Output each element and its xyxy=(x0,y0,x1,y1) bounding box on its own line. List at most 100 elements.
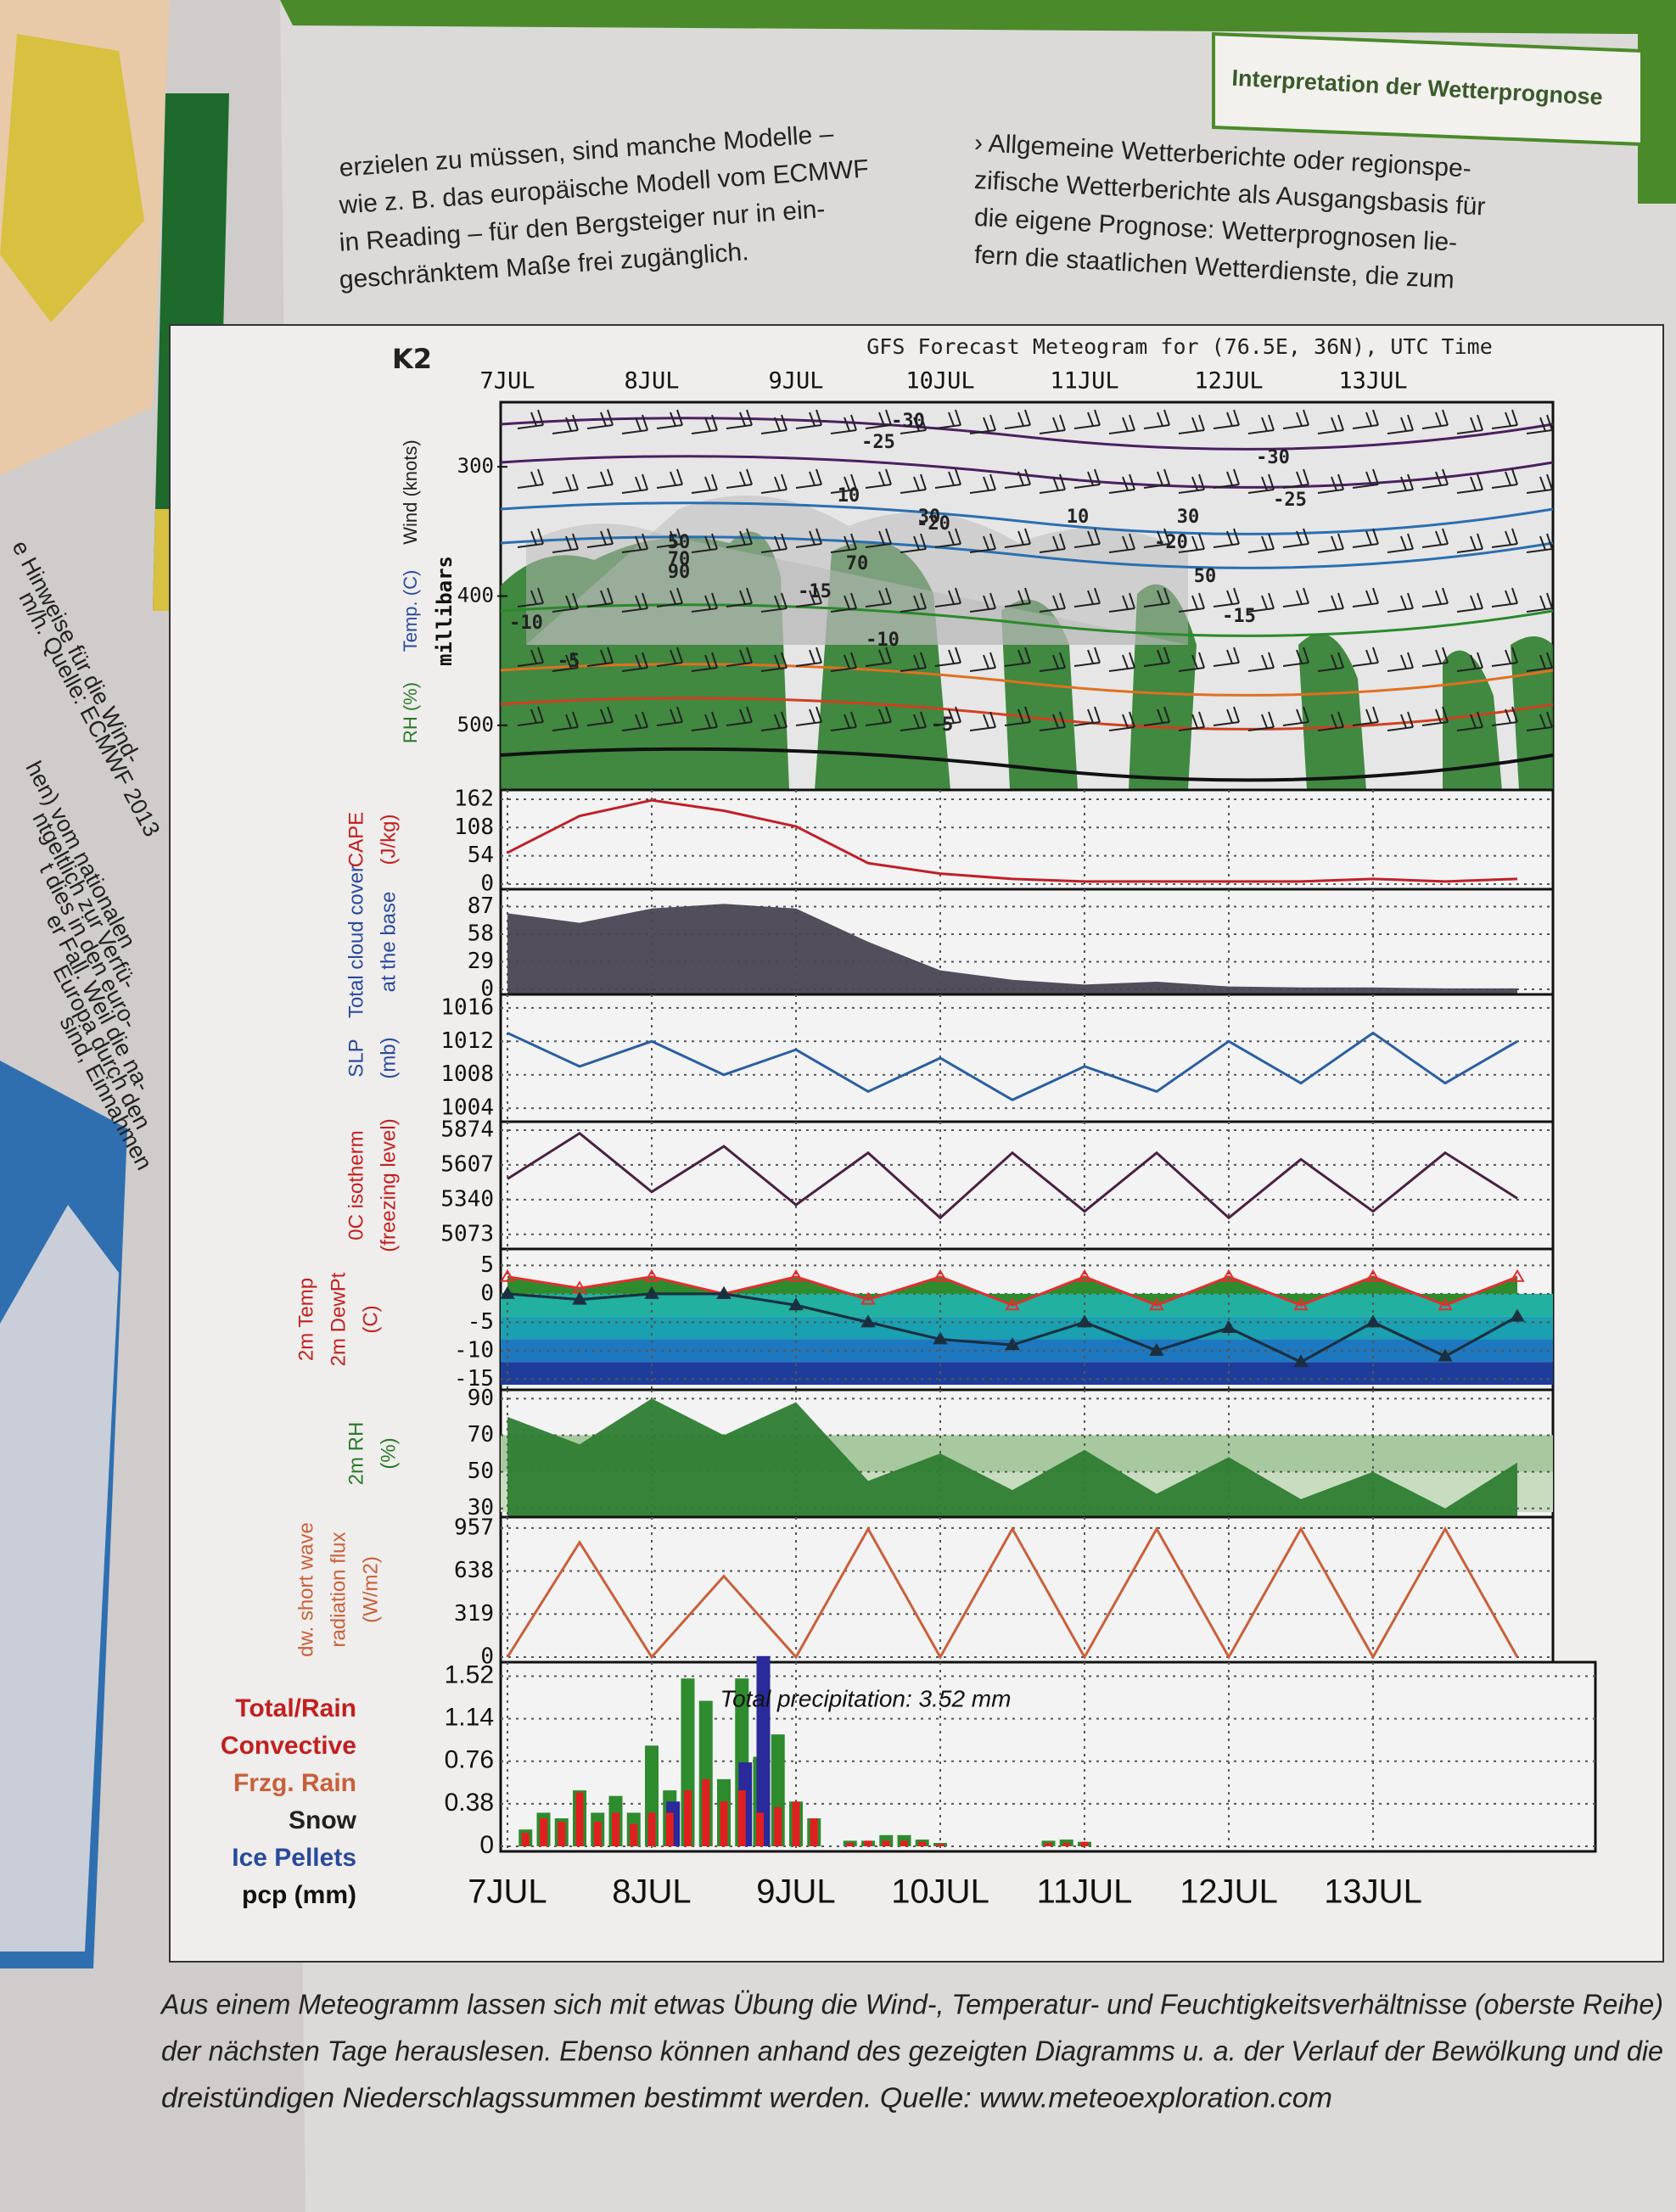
panel-label: (mb) xyxy=(377,1037,400,1078)
precip-bar xyxy=(521,1833,530,1846)
y-tick-label: 70 xyxy=(468,1422,494,1448)
wind-barb xyxy=(1456,473,1483,494)
y-tick-label: 0 xyxy=(480,871,494,897)
contour-label: -15 xyxy=(1222,606,1256,627)
wind-barb xyxy=(900,652,927,672)
y-tick-label: -10 xyxy=(454,1337,494,1363)
wind-barb xyxy=(1352,409,1379,429)
wind-barb xyxy=(1004,409,1031,429)
wind-barb xyxy=(691,533,718,553)
precip-legend: Snow xyxy=(289,1806,357,1834)
wind-barb xyxy=(1213,409,1240,429)
wind-barb xyxy=(830,711,857,731)
wind-barb xyxy=(1526,652,1553,672)
line xyxy=(506,1526,1519,1660)
marker xyxy=(644,1285,659,1299)
wind-barb xyxy=(1317,652,1344,672)
wind-barb xyxy=(552,473,579,494)
wind-barb xyxy=(656,587,683,608)
wind-barb xyxy=(830,592,857,613)
contour-label: -15 xyxy=(798,581,832,602)
panel-label: radiation flux xyxy=(327,1532,350,1647)
left-map-yellow xyxy=(0,34,144,322)
marker xyxy=(1293,1354,1309,1368)
y-tick-label: 5874 xyxy=(440,1117,494,1142)
wind-barb xyxy=(726,468,753,489)
marker xyxy=(572,1291,587,1305)
wind-barb xyxy=(1282,587,1309,608)
date-label-top: 11JUL xyxy=(1050,368,1118,395)
precip-legend: Frzg. Rain xyxy=(233,1769,356,1797)
contour-label: 50 xyxy=(1194,566,1217,587)
wind-barb xyxy=(865,647,892,667)
marker xyxy=(1149,1297,1164,1311)
wind-barb xyxy=(517,409,544,429)
contour-label: 50 xyxy=(668,532,691,553)
precip-bar xyxy=(792,1801,800,1846)
marker xyxy=(1510,1308,1525,1322)
wind-barb xyxy=(1073,647,1101,667)
contour-label: 70 xyxy=(846,553,869,574)
wind-barb xyxy=(1108,533,1135,553)
precip-bar xyxy=(1062,1843,1071,1846)
contour-label: 90 xyxy=(668,562,691,583)
wind-barb xyxy=(1108,473,1135,494)
wind-barb xyxy=(1004,528,1031,548)
wind-barb xyxy=(1143,706,1170,726)
y-tick-label: 5 xyxy=(480,1252,494,1278)
precip-bar xyxy=(647,1812,656,1846)
wind-barb xyxy=(1421,587,1449,608)
contour-label: -20 xyxy=(1154,532,1188,553)
temp-band xyxy=(501,1362,1553,1385)
marker xyxy=(1005,1337,1020,1351)
wind-barb xyxy=(1387,592,1414,613)
wind-barb xyxy=(865,409,892,429)
wind-barb xyxy=(1387,711,1414,731)
y-tick-label: 0 xyxy=(480,977,494,1002)
y-tick-label: 58 xyxy=(468,921,494,947)
wind-barb xyxy=(934,587,961,608)
wind-barb xyxy=(900,711,927,731)
precip-bar xyxy=(702,1778,710,1846)
rh-shading xyxy=(1298,633,1366,790)
wind-barb xyxy=(1178,592,1205,613)
upper-label: Temp. (C) xyxy=(400,570,421,652)
wind-barb xyxy=(830,652,857,672)
wind-barb xyxy=(1143,468,1170,489)
marker xyxy=(1438,1348,1453,1362)
wind-barb xyxy=(1317,473,1344,494)
wind-barb xyxy=(1073,528,1101,548)
y-tick-label: 1008 xyxy=(440,1061,494,1087)
marker xyxy=(788,1297,804,1311)
y-tick-label: 1012 xyxy=(440,1028,494,1054)
wind-barb xyxy=(969,473,996,494)
isotherm xyxy=(500,747,1554,782)
y-tick-label: 162 xyxy=(454,786,494,811)
wind-barb xyxy=(1282,409,1309,429)
marker xyxy=(1077,1314,1092,1328)
precip-bar xyxy=(756,1655,771,1846)
wind-barb xyxy=(1143,587,1170,608)
wind-barb xyxy=(586,587,614,608)
wind-barb xyxy=(1247,652,1275,672)
y-tick-label: 1.14 xyxy=(445,1704,494,1732)
precip-legend: Convective xyxy=(221,1732,356,1760)
y-tick-label: 50 xyxy=(468,1459,494,1484)
wind-barb xyxy=(1526,533,1553,553)
wind-barb xyxy=(1491,468,1518,489)
wind-barb xyxy=(934,647,961,667)
wind-barb xyxy=(865,468,892,489)
marker xyxy=(1365,1314,1381,1328)
wind-barb xyxy=(656,706,683,726)
y-tick-label: 0 xyxy=(479,1831,494,1859)
line xyxy=(507,1275,1518,1307)
wind-barb xyxy=(1421,409,1449,429)
precip-bar xyxy=(540,1818,547,1846)
wind-barb xyxy=(1317,711,1344,731)
wind-barb xyxy=(760,473,788,494)
wind-barb xyxy=(795,647,822,667)
y-tick-label: 300 xyxy=(457,454,494,478)
y-tick-label: 0 xyxy=(480,1644,494,1670)
line xyxy=(507,1031,1518,1101)
